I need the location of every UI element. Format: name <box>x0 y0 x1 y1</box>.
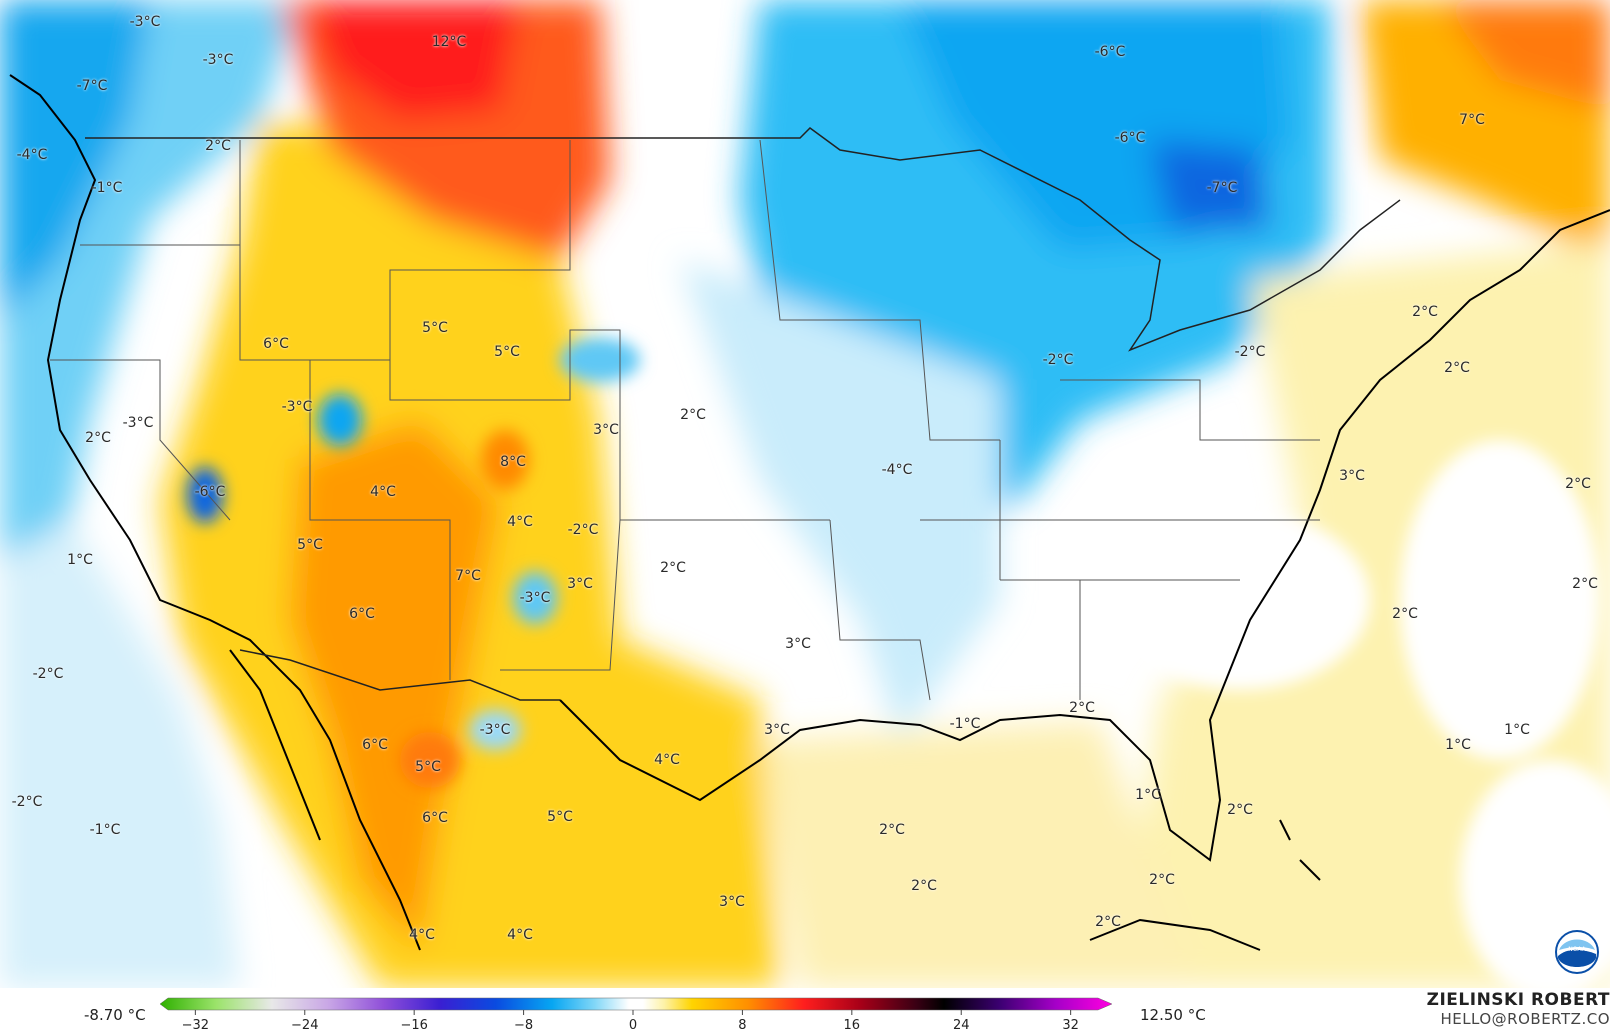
legend-min-value: -8.70 °C <box>84 1006 146 1024</box>
temperature-label: -1°C <box>91 180 123 196</box>
color-scale-tick-label: 32 <box>1062 1018 1079 1033</box>
temperature-label: -3°C <box>519 590 551 606</box>
temperature-label: 2°C <box>1444 360 1470 376</box>
temperature-label: 1°C <box>1445 737 1471 753</box>
temperature-label: 5°C <box>494 344 520 360</box>
state-borders <box>50 139 1320 701</box>
temperature-label: 1°C <box>1504 722 1530 738</box>
temperature-labels: -3°C 12°C -6°C -3°C -7°C 7°C -6°C 2°C -4°C -7°C -1… <box>11 14 1598 943</box>
temperature-label: 1°C <box>1135 787 1161 803</box>
temperature-label: 5°C <box>415 759 441 775</box>
temperature-label: 6°C <box>263 336 289 352</box>
svg-text:NOAA: NOAA <box>1568 946 1586 953</box>
temperature-label: -2°C <box>1234 344 1266 360</box>
temperature-label: -3°C <box>202 52 234 68</box>
noaa-logo: NOAA <box>1555 930 1599 974</box>
temperature-label: -2°C <box>32 666 64 682</box>
color-scale-tick-label: −24 <box>291 1018 319 1033</box>
color-scale-tick-label: 16 <box>843 1018 861 1033</box>
temperature-label: -6°C <box>1114 130 1146 146</box>
temperature-label: 5°C <box>422 320 448 336</box>
color-scale-bar <box>160 997 1113 1015</box>
color-scale-tick-label: −32 <box>181 1018 210 1033</box>
temperature-label: -6°C <box>1094 44 1126 60</box>
legend-max-value: 12.50 °C <box>1140 1006 1206 1024</box>
temperature-label: 2°C <box>205 138 231 154</box>
temperature-label: -7°C <box>1206 180 1238 196</box>
temperature-label: -1°C <box>949 716 981 732</box>
temperature-label: 4°C <box>507 514 533 530</box>
temperature-label: 7°C <box>455 568 481 584</box>
anomaly-detail <box>187 338 1610 988</box>
temperature-label: 2°C <box>1069 700 1095 716</box>
temperature-label: 3°C <box>567 576 593 592</box>
temperature-label: 12°C <box>431 34 467 50</box>
color-scale-tick-label: −16 <box>400 1018 428 1033</box>
credit-email: HELLO@ROBERTZ.CO <box>1440 1010 1610 1028</box>
temperature-label: -2°C <box>1042 352 1074 368</box>
temperature-label: -7°C <box>76 78 108 94</box>
temperature-label: 2°C <box>1392 606 1418 622</box>
temperature-label: 4°C <box>370 484 396 500</box>
temperature-label: 3°C <box>719 894 745 910</box>
temperature-label: 2°C <box>85 430 111 446</box>
temperature-label: 3°C <box>1339 468 1365 484</box>
temperature-label: -4°C <box>16 147 48 163</box>
temperature-label: 6°C <box>349 606 375 622</box>
temperature-label: 2°C <box>879 822 905 838</box>
temperature-label: -4°C <box>881 462 913 478</box>
temperature-label: 2°C <box>1227 802 1253 818</box>
temperature-anomaly-map <box>0 0 1610 988</box>
temperature-label: 2°C <box>660 560 686 576</box>
temperature-label: 2°C <box>1149 872 1175 888</box>
temperature-label: -3°C <box>122 415 154 431</box>
temperature-label: 2°C <box>1572 576 1598 592</box>
credit-author: ZIELINSKI ROBERT <box>1426 990 1610 1010</box>
temperature-label: 3°C <box>785 636 811 652</box>
temperature-label: 1°C <box>67 552 93 568</box>
political-borders <box>85 127 1401 701</box>
temperature-label: -1°C <box>89 822 121 838</box>
color-scale-tick-label: 0 <box>628 1018 638 1033</box>
temperature-label: -2°C <box>567 522 599 538</box>
temperature-label: 5°C <box>297 537 323 553</box>
temperature-label: 3°C <box>764 722 790 738</box>
temperature-label: -2°C <box>11 794 43 810</box>
temperature-label: 8°C <box>500 454 526 470</box>
temperature-label: 2°C <box>680 407 706 423</box>
temperature-label: 6°C <box>362 737 388 753</box>
temperature-label: -3°C <box>479 722 511 738</box>
temperature-label: 5°C <box>547 809 573 825</box>
temperature-label: -6°C <box>194 484 226 500</box>
temperature-label: 3°C <box>593 422 619 438</box>
temperature-label: -3°C <box>129 14 161 30</box>
temperature-label: 2°C <box>911 878 937 894</box>
color-scale-gradient <box>160 997 1113 1011</box>
temperature-label: 2°C <box>1412 304 1438 320</box>
temperature-label: 4°C <box>409 927 435 943</box>
color-scale-tick-label: 24 <box>952 1018 970 1033</box>
temperature-label: 6°C <box>422 810 448 826</box>
temperature-label: 2°C <box>1095 914 1121 930</box>
temperature-label: 2°C <box>1565 476 1591 492</box>
coastlines <box>9 74 1610 951</box>
legend-footer: -8.70 °C −32 −24 −16 −8 0 8 16 24 32 12.50 °C ZI… <box>0 988 1610 1035</box>
temperature-label: -3°C <box>281 399 313 415</box>
temperature-label: 4°C <box>507 927 533 943</box>
color-scale-tick-label: 8 <box>738 1018 747 1033</box>
color-scale-tick-label: −8 <box>513 1018 534 1033</box>
temperature-label: 4°C <box>654 752 680 768</box>
temperature-label: 7°C <box>1459 112 1485 128</box>
